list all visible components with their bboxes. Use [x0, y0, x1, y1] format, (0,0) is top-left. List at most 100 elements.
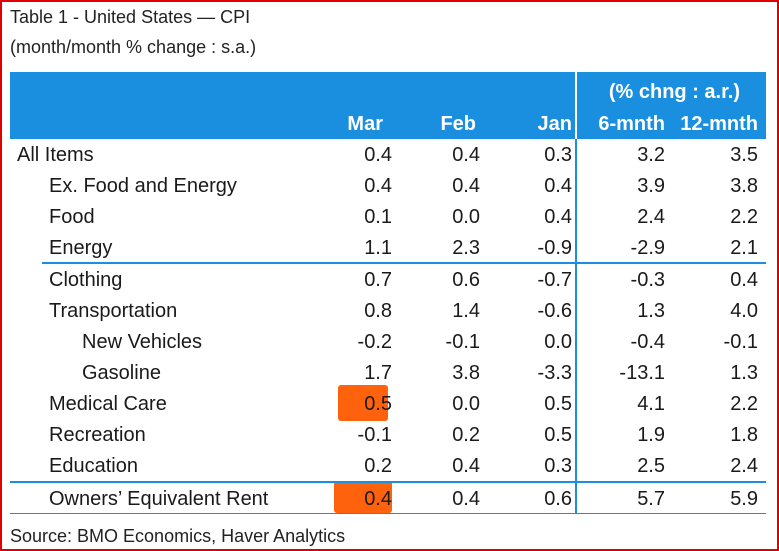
cell-jan: 0.5	[544, 424, 572, 446]
source-note: Source: BMO Economics, Haver Analytics	[10, 526, 346, 546]
row-label: Gasoline	[82, 362, 161, 384]
cell-jan: -0.9	[537, 237, 572, 259]
table-row: Gasoline 1.7 3.8 -3.3 -13.1 1.3	[10, 357, 766, 388]
cell-mar: 0.5	[364, 393, 392, 415]
cell-feb: 0.4	[452, 488, 480, 510]
table-row: Owners’ Equivalent Rent 0.4 0.4 0.6 5.7 5.9	[10, 483, 766, 514]
cell-12-month: -0.1	[723, 331, 758, 353]
column-header-6-month: 6-mnth	[598, 113, 665, 135]
header-column-separator	[575, 72, 577, 139]
row-label: All Items	[17, 144, 94, 166]
cell-mar: 1.1	[364, 237, 392, 259]
cell-12-month: 2.2	[730, 206, 758, 228]
cell-jan: 0.3	[544, 455, 572, 477]
cell-jan: 0.3	[544, 144, 572, 166]
table-row: Recreation -0.1 0.2 0.5 1.9 1.8	[10, 419, 766, 450]
cell-6-month: -2.9	[630, 237, 665, 259]
cell-mar: 0.4	[364, 175, 392, 197]
cell-6-month: 1.9	[637, 424, 665, 446]
table-title: Table 1 - United States — CPI	[10, 7, 251, 27]
cell-feb: 0.6	[452, 269, 480, 291]
cell-6-month: -0.4	[630, 331, 665, 353]
cell-mar: 0.8	[364, 300, 392, 322]
row-label: Transportation	[49, 300, 178, 322]
row-label: Owners’ Equivalent Rent	[49, 488, 269, 510]
cell-12-month: 1.8	[730, 424, 758, 446]
cell-jan: 0.4	[544, 206, 572, 228]
table-row: Energy 1.1 2.3 -0.9 -2.9 2.1	[10, 232, 766, 263]
cell-jan: -0.7	[537, 269, 572, 291]
cell-6-month: -13.1	[619, 362, 665, 384]
cell-12-month: 2.1	[730, 237, 758, 259]
column-header-feb: Feb	[440, 113, 476, 135]
cell-jan: 0.6	[544, 488, 572, 510]
cell-mar: 0.4	[364, 144, 392, 166]
highlight-medical-care-mar	[338, 385, 388, 421]
table-row: New Vehicles -0.2 -0.1 0.0 -0.4 -0.1	[10, 326, 766, 357]
group-divider	[42, 262, 766, 264]
cell-6-month: 3.2	[637, 144, 665, 166]
body-column-separator	[575, 139, 577, 513]
cell-feb: 0.2	[452, 424, 480, 446]
table-subtitle: (month/month % change : s.a.)	[10, 37, 257, 57]
row-label: Recreation	[49, 424, 146, 446]
cell-jan: -0.6	[537, 300, 572, 322]
table-row: Medical Care 0.5 0.0 0.5 4.1 2.2	[10, 388, 766, 419]
highlight-oer-mar	[334, 481, 392, 513]
cell-12-month: 3.5	[730, 144, 758, 166]
cell-12-month: 1.3	[730, 362, 758, 384]
cell-feb: 0.4	[452, 175, 480, 197]
cell-feb: 3.8	[452, 362, 480, 384]
cell-mar: -0.1	[357, 424, 392, 446]
cell-12-month: 2.2	[730, 393, 758, 415]
table-row: Clothing 0.7 0.6 -0.7 -0.3 0.4	[10, 264, 766, 295]
table-row: Transportation 0.8 1.4 -0.6 1.3 4.0	[10, 295, 766, 326]
cell-mar: -0.2	[357, 331, 392, 353]
table-row: Ex. Food and Energy 0.4 0.4 0.4 3.9 3.8	[10, 170, 766, 201]
cell-jan: 0.4	[544, 175, 572, 197]
cell-6-month: 1.3	[637, 300, 665, 322]
column-header-jan: Jan	[537, 113, 572, 135]
group-divider	[10, 481, 766, 483]
cell-mar: 0.7	[364, 269, 392, 291]
cell-mar: 0.1	[364, 206, 392, 228]
cell-feb: 0.0	[452, 393, 480, 415]
column-header-mar: Mar	[347, 113, 383, 135]
cell-jan: 0.0	[544, 331, 572, 353]
row-label: Clothing	[49, 269, 123, 291]
row-label: Energy	[49, 237, 113, 259]
row-label: Education	[49, 455, 138, 477]
cell-feb: 2.3	[452, 237, 480, 259]
cell-6-month: 2.5	[637, 455, 665, 477]
cell-feb: 0.4	[452, 455, 480, 477]
cell-feb: -0.1	[445, 331, 480, 353]
cell-6-month: 2.4	[637, 206, 665, 228]
cell-6-month: 3.9	[637, 175, 665, 197]
table-bottom-rule	[10, 513, 766, 514]
cell-12-month: 2.4	[730, 455, 758, 477]
cell-feb: 0.0	[452, 206, 480, 228]
row-label: New Vehicles	[82, 331, 203, 353]
table-header: (% chng : a.r.) Mar Feb Jan 6-mnth 12-mn…	[10, 72, 766, 139]
cell-jan: -3.3	[537, 362, 572, 384]
cell-6-month: 5.7	[637, 488, 665, 510]
cell-12-month: 0.4	[730, 269, 758, 291]
table-row: Food 0.1 0.0 0.4 2.4 2.2	[10, 201, 766, 232]
cell-12-month: 5.9	[730, 488, 758, 510]
table-row: All Items 0.4 0.4 0.3 3.2 3.5	[10, 139, 766, 170]
annualized-group-label: (% chng : a.r.)	[608, 81, 740, 103]
table-row: Education 0.2 0.4 0.3 2.5 2.4	[10, 450, 766, 481]
cell-mar: 0.4	[364, 488, 392, 510]
column-header-12-month: 12-mnth	[680, 113, 758, 135]
cell-6-month: 4.1	[637, 393, 665, 415]
cell-mar: 0.2	[364, 455, 392, 477]
row-label: Ex. Food and Energy	[49, 175, 237, 197]
cell-feb: 1.4	[452, 300, 480, 322]
row-label: Medical Care	[49, 393, 167, 415]
cell-12-month: 3.8	[730, 175, 758, 197]
cell-6-month: -0.3	[630, 269, 665, 291]
cell-12-month: 4.0	[730, 300, 758, 322]
cell-jan: 0.5	[544, 393, 572, 415]
cell-mar: 1.7	[364, 362, 392, 384]
